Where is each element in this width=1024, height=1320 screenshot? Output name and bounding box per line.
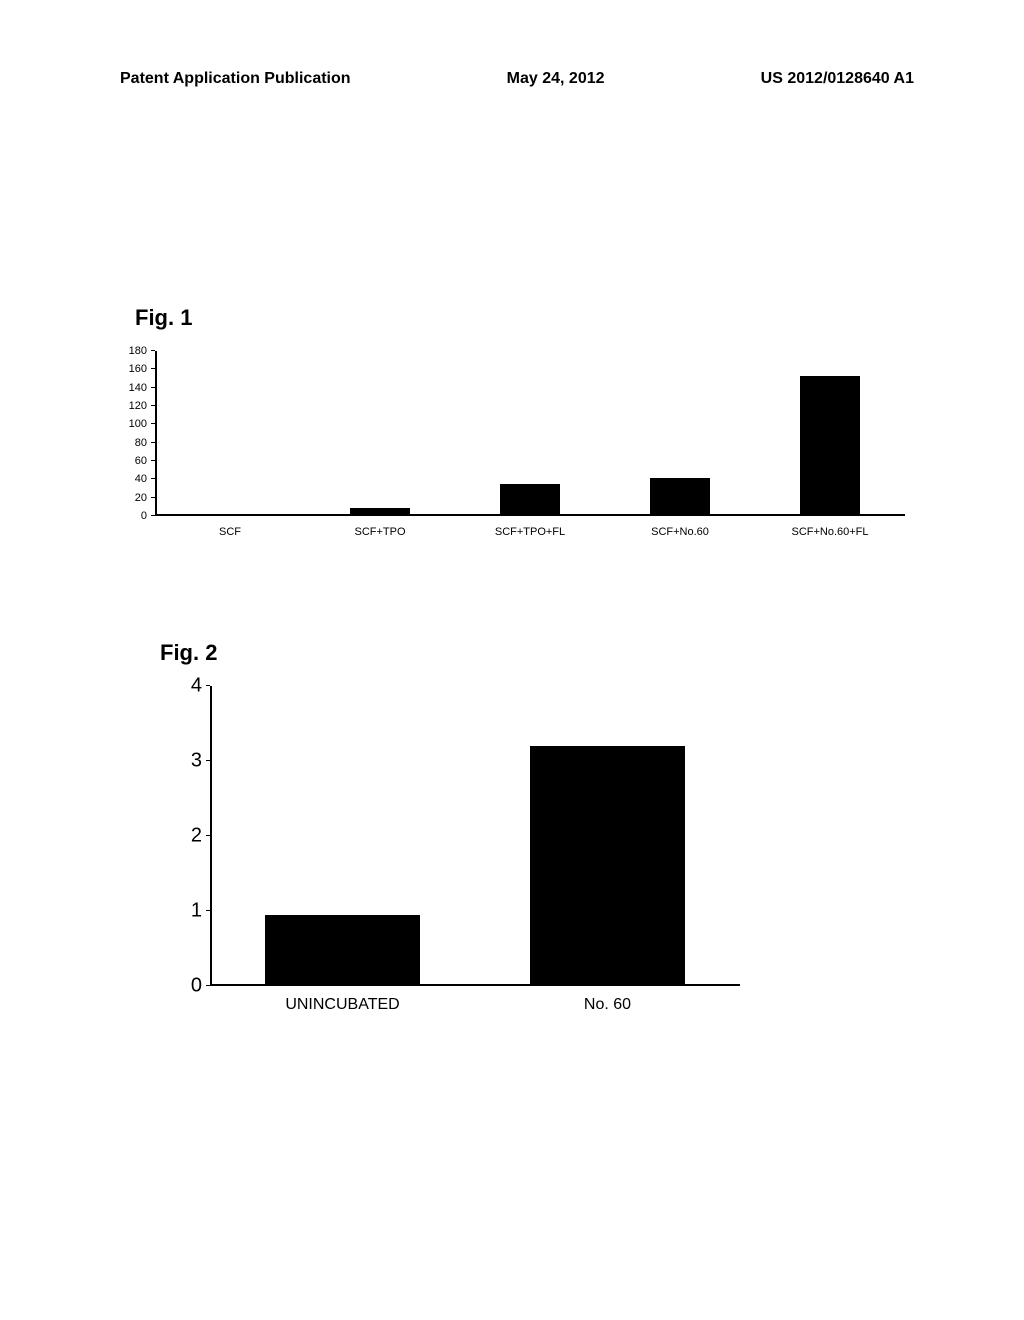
x-axis-label: SCF+TPO [354, 516, 405, 538]
y-tick-label: 20 [135, 492, 155, 504]
x-axis-label: No. 60 [584, 986, 631, 1014]
y-tick-mark [151, 460, 155, 461]
chart-area: 01234UNINCUBATEDNo. 60 [210, 686, 740, 986]
bar [500, 484, 560, 516]
y-tick-mark [151, 387, 155, 388]
y-tick-mark [151, 368, 155, 369]
y-tick-mark [151, 442, 155, 443]
header-right: US 2012/0128640 A1 [761, 70, 914, 88]
y-tick-label: 40 [135, 473, 155, 485]
y-tick-label: 60 [135, 455, 155, 467]
y-tick-label: 120 [129, 400, 155, 412]
y-tick-label: 100 [129, 418, 155, 430]
y-tick-mark [206, 760, 210, 761]
x-axis-label: SCF+No.60 [651, 516, 709, 538]
x-axis-label: UNINCUBATED [285, 986, 399, 1014]
x-axis-label: SCF+No.60+FL [791, 516, 868, 538]
bar [350, 508, 410, 516]
y-tick-label: 180 [129, 345, 155, 357]
y-tick-label: 1 [191, 900, 210, 923]
y-tick-mark [151, 350, 155, 351]
y-tick-label: 0 [191, 975, 210, 998]
y-tick-label: 4 [191, 675, 210, 698]
y-axis [155, 351, 157, 516]
y-tick-mark [206, 985, 210, 986]
y-tick-label: 0 [141, 510, 155, 522]
bar [800, 376, 860, 516]
x-axis-label: SCF [219, 516, 241, 538]
chart-area: 020406080100120140160180SCFSCF+TPOSCF+TP… [155, 351, 905, 516]
figure-label: Fig. 1 [135, 305, 905, 331]
y-tick-mark [151, 515, 155, 516]
y-axis [210, 686, 212, 986]
y-tick-mark [151, 405, 155, 406]
bar [650, 478, 710, 517]
y-tick-label: 140 [129, 382, 155, 394]
bar [530, 746, 685, 986]
figure-1: Fig. 1 020406080100120140160180SCFSCF+TPO… [115, 305, 905, 516]
figure-2: Fig. 201234UNINCUBATEDNo. 60 [170, 640, 740, 986]
header-left: Patent Application Publication [120, 70, 351, 88]
y-tick-label: 3 [191, 750, 210, 773]
y-tick-mark [206, 835, 210, 836]
y-tick-label: 160 [129, 363, 155, 375]
y-tick-mark [206, 910, 210, 911]
bar [265, 915, 420, 986]
document-header: Patent Application Publication May 24, 2… [0, 0, 1024, 88]
figure-label: Fig. 2 [160, 640, 740, 666]
y-tick-mark [151, 497, 155, 498]
y-tick-mark [206, 685, 210, 686]
y-tick-label: 80 [135, 437, 155, 449]
header-center: May 24, 2012 [507, 70, 605, 88]
x-axis-label: SCF+TPO+FL [495, 516, 565, 538]
y-tick-mark [151, 423, 155, 424]
y-tick-label: 2 [191, 825, 210, 848]
y-tick-mark [151, 478, 155, 479]
